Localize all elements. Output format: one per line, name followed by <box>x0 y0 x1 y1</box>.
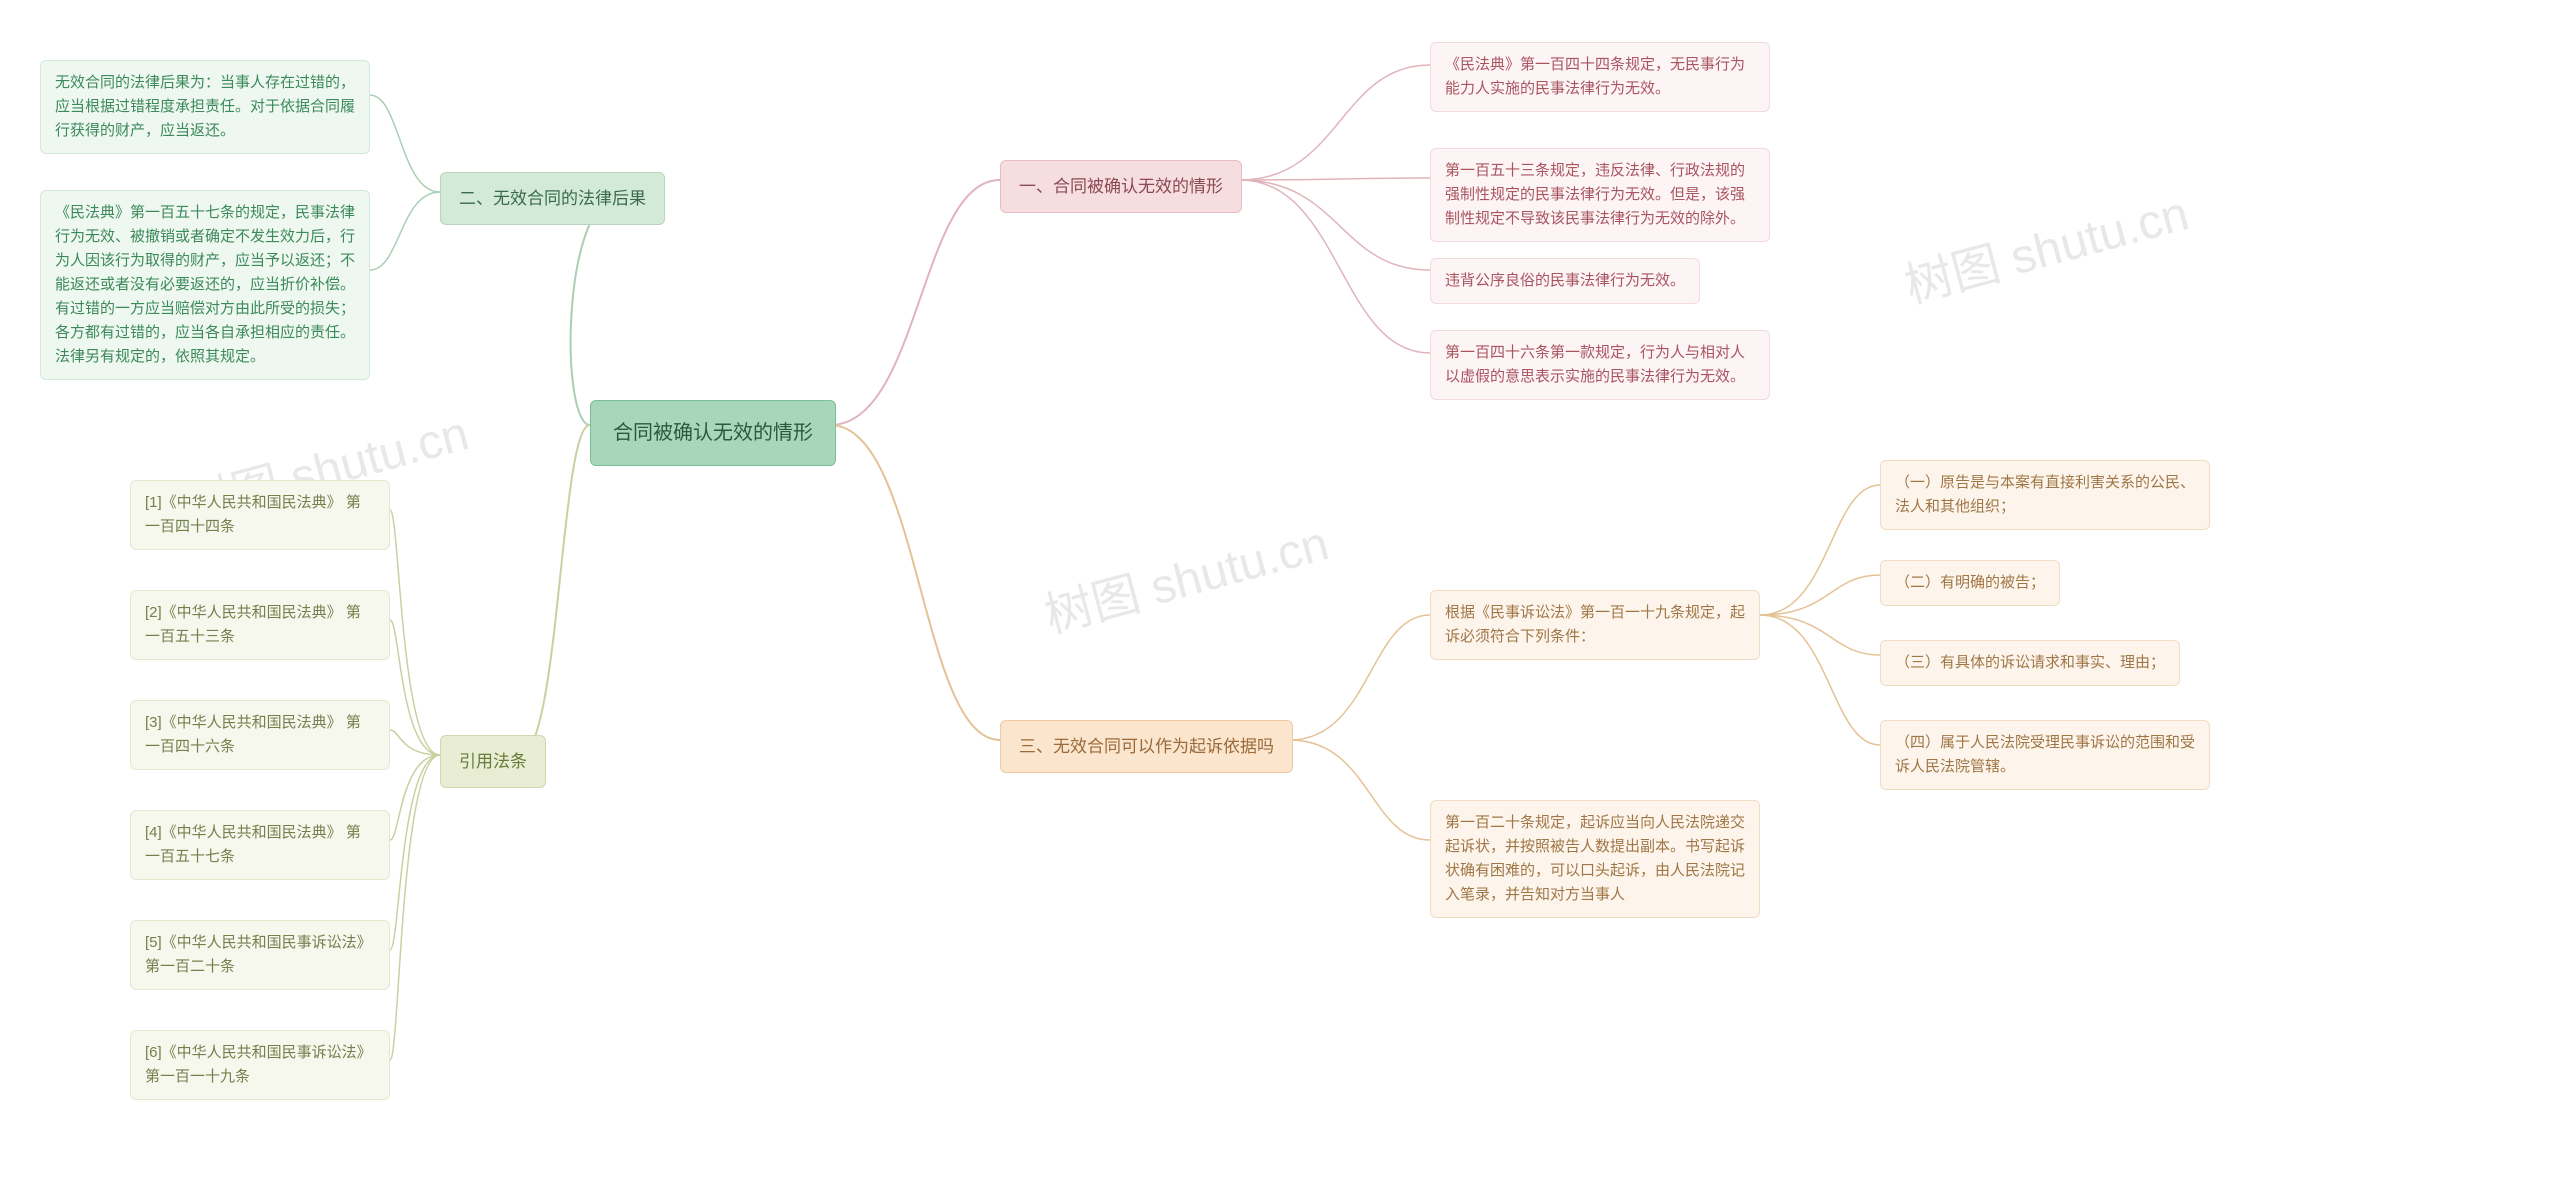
b4-leaf: [5]《中华人民共和国民事诉讼法》 第一百二十条 <box>130 920 390 990</box>
b4-leaf: [2]《中华人民共和国民法典》 第一百五十三条 <box>130 590 390 660</box>
watermark: 树图 shutu.cn <box>1896 174 2195 317</box>
b1-leaf: 第一百五十三条规定，违反法律、行政法规的强制性规定的民事法律行为无效。但是，该强… <box>1430 148 1770 242</box>
b1-leaf: 第一百四十六条第一款规定，行为人与相对人以虚假的意思表示实施的民事法律行为无效。 <box>1430 330 1770 400</box>
b4-leaf: [4]《中华人民共和国民法典》 第一百五十七条 <box>130 810 390 880</box>
branch-1: 一、合同被确认无效的情形 <box>1000 160 1242 213</box>
b1-leaf: 《民法典》第一百四十四条规定，无民事行为能力人实施的民事法律行为无效。 <box>1430 42 1770 112</box>
b3-subleaf: （二）有明确的被告； <box>1880 560 2060 606</box>
b3-subleaf: （四）属于人民法院受理民事诉讼的范围和受诉人民法院管辖。 <box>1880 720 2210 790</box>
b3-subleaf: （一）原告是与本案有直接利害关系的公民、法人和其他组织； <box>1880 460 2210 530</box>
b2-leaf: 《民法典》第一百五十七条的规定，民事法律行为无效、被撤销或者确定不发生效力后，行… <box>40 190 370 380</box>
b4-leaf: [1]《中华人民共和国民法典》 第一百四十四条 <box>130 480 390 550</box>
central-node: 合同被确认无效的情形 <box>590 400 836 466</box>
b4-leaf: [3]《中华人民共和国民法典》 第一百四十六条 <box>130 700 390 770</box>
b1-leaf: 违背公序良俗的民事法律行为无效。 <box>1430 258 1700 304</box>
branch-4: 引用法条 <box>440 735 546 788</box>
watermark: 树图 shutu.cn <box>1036 504 1335 647</box>
b3-leaf: 第一百二十条规定，起诉应当向人民法院递交起诉状，并按照被告人数提出副本。书写起诉… <box>1430 800 1760 918</box>
b4-leaf: [6]《中华人民共和国民事诉讼法》 第一百一十九条 <box>130 1030 390 1100</box>
branch-3: 三、无效合同可以作为起诉依据吗 <box>1000 720 1293 773</box>
b2-leaf: 无效合同的法律后果为：当事人存在过错的，应当根据过错程度承担责任。对于依据合同履… <box>40 60 370 154</box>
b3-leaf: 根据《民事诉讼法》第一百一十九条规定，起诉必须符合下列条件： <box>1430 590 1760 660</box>
branch-2: 二、无效合同的法律后果 <box>440 172 665 225</box>
b3-subleaf: （三）有具体的诉讼请求和事实、理由； <box>1880 640 2180 686</box>
